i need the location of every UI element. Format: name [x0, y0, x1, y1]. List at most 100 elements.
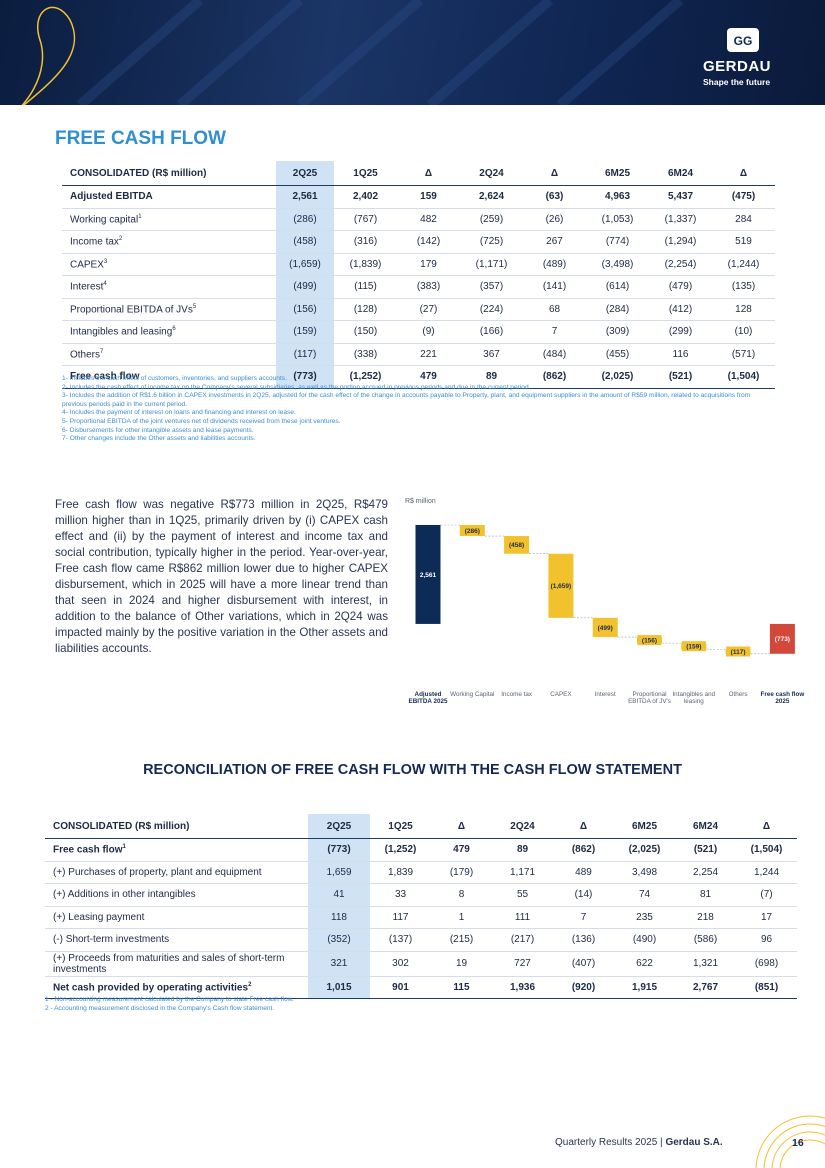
- row-label: Working capital1: [62, 208, 276, 231]
- cell: (851): [736, 975, 797, 999]
- cell: 1,171: [492, 861, 553, 884]
- cell: (141): [523, 275, 586, 299]
- cell: (407): [553, 951, 614, 977]
- cell: 367: [460, 343, 523, 366]
- data-label: (1,659): [551, 583, 572, 590]
- category-label: Intangibles and leasing: [672, 691, 716, 706]
- data-label: (458): [509, 542, 524, 549]
- cell: 2,561: [276, 185, 334, 209]
- cell: 179: [397, 253, 460, 276]
- header-row: CONSOLIDATED (R$ million) 2Q25 1Q25 Δ 2Q24 Δ 6…: [62, 161, 775, 186]
- row-label: (-) Short-term investments: [45, 928, 308, 952]
- footnote-ref: 5: [192, 303, 197, 310]
- bar: [459, 525, 485, 537]
- cell: (614): [586, 275, 649, 299]
- cell: (773): [276, 365, 334, 389]
- column-header: 1Q25: [370, 814, 431, 839]
- cell: (1,504): [712, 365, 775, 389]
- column-header: Δ: [736, 814, 797, 839]
- brand-name: GERDAU: [703, 58, 772, 75]
- chart-canvas: R$ million 2,561 (286) (458) (1,659) (499) (15…: [405, 498, 795, 657]
- cell: 2,767: [675, 975, 736, 999]
- cell: (586): [675, 928, 736, 952]
- category-label: Free cash flow 2025: [760, 691, 805, 706]
- cell: 118: [308, 906, 370, 929]
- row-label: Net cash provided by operating activitie…: [45, 975, 308, 999]
- column-header: 1Q25: [334, 161, 397, 186]
- row-label-text: Intangibles and leasing: [70, 326, 173, 338]
- footnote: 2- Includes the cash effect of income ta…: [62, 383, 531, 391]
- cell: (489): [523, 253, 586, 276]
- row-label: (+) Additions in other intangibles: [45, 883, 308, 907]
- cell: (142): [397, 230, 460, 254]
- cell: (14): [553, 883, 614, 907]
- row-label-text: Others: [70, 348, 101, 360]
- column-header: Δ: [397, 161, 460, 186]
- cell: (9): [397, 320, 460, 344]
- data-label: (117): [731, 649, 746, 656]
- table-container: CONSOLIDATED (R$ million) 2Q25 1Q25 Δ 2Q24 Δ 6…: [62, 161, 775, 389]
- cell: 33: [370, 883, 431, 907]
- footnote: 4- Includes the payment of interest on l…: [62, 409, 296, 417]
- cell: 1,936: [492, 975, 553, 999]
- cell: 2,624: [460, 185, 523, 209]
- table-head: CONSOLIDATED (R$ million) 2Q25 1Q25 Δ 2Q24 Δ 6…: [45, 814, 797, 839]
- footnote: 1- Includes the cash effect of customers…: [62, 375, 287, 382]
- cell: (458): [276, 230, 334, 254]
- cell: (490): [614, 928, 675, 952]
- cell: (383): [397, 275, 460, 299]
- column-header: Δ: [553, 814, 614, 839]
- table-row: Working capital1 (286) (767) 482 (259) (26) (1…: [62, 208, 775, 231]
- row-label: Intangibles and leasing6: [62, 320, 276, 344]
- column-header: 6M25: [614, 814, 675, 839]
- data-label: (773): [775, 636, 790, 643]
- cell: 128: [712, 298, 775, 321]
- data-label: (156): [642, 637, 657, 644]
- cell: 111: [492, 906, 553, 929]
- row-label-text: (+) Additions in other intangibles: [53, 889, 196, 901]
- cell: 5,437: [649, 185, 712, 209]
- cell: 302: [370, 951, 431, 977]
- cell: (10): [712, 320, 775, 344]
- row-label-text: (+) Purchases of property, plant and equ…: [53, 866, 262, 878]
- cell: (338): [334, 343, 397, 366]
- cell: 89: [492, 838, 553, 862]
- row-label-text: Free cash flow: [53, 844, 123, 856]
- category-label: Working Capital: [450, 691, 495, 698]
- cell: 482: [397, 208, 460, 231]
- cell: 1,244: [736, 861, 797, 884]
- cell: (159): [276, 320, 334, 344]
- table-row: Free cash flow (773) (1,252) 479 89 (862) (2,0…: [62, 365, 775, 389]
- cell: 116: [649, 343, 712, 366]
- column-header: CONSOLIDATED (R$ million): [62, 161, 276, 186]
- cell: 117: [370, 906, 431, 929]
- data-label: (499): [598, 625, 613, 632]
- cell: (1,171): [460, 253, 523, 276]
- bar: [415, 525, 441, 624]
- cell: (27): [397, 298, 460, 321]
- table-row: Intangibles and leasing6 (159) (150) (9) (16…: [62, 320, 775, 344]
- table-row: (-) Short-term investments (352) (137) (215…: [45, 928, 797, 952]
- cell: 74: [614, 883, 675, 907]
- cell: 235: [614, 906, 675, 929]
- footnotes: 1 - Non-accounting measurement calculate…: [45, 996, 765, 1013]
- cell: (1,244): [712, 253, 775, 276]
- cell: 267: [523, 230, 586, 254]
- data-label: (286): [465, 528, 480, 535]
- bar: [592, 617, 618, 638]
- cell: (862): [553, 838, 614, 862]
- cell: (1,659): [276, 253, 334, 276]
- table-row: Interest4 (499) (115) (383) (357) (141) (614)(…: [62, 275, 775, 299]
- cell: 479: [431, 838, 492, 862]
- table-row: (+) Additions in other intangibles 41 33 8 5…: [45, 883, 797, 907]
- cell: (767): [334, 208, 397, 231]
- row-label: Proportional EBITDA of JVs5: [62, 298, 276, 321]
- cell: (224): [460, 298, 523, 321]
- cell: 41: [308, 883, 370, 907]
- row-label-text: Proportional EBITDA of JVs: [70, 303, 193, 315]
- footnote: 1 - Non-accounting measurement calculate…: [45, 996, 294, 1003]
- cell: 479: [397, 365, 460, 389]
- column-header: 2Q24: [492, 814, 553, 839]
- cell: 19: [431, 951, 492, 977]
- cell: (150): [334, 320, 397, 344]
